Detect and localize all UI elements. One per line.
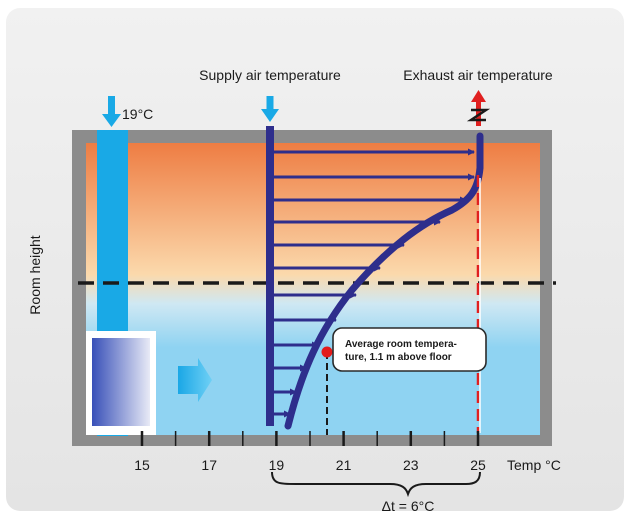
supply-temperature-arrow-icon	[261, 96, 279, 122]
axis-tick-label: 21	[336, 457, 352, 473]
average-temperature-callout	[332, 327, 487, 372]
temperature-profile-curve	[284, 132, 484, 430]
temperature-axis-label: Temp °C	[507, 457, 561, 473]
exhaust-air-temperature-label: Exhaust air temperature	[403, 67, 553, 83]
supply-flow-arrow-icon	[178, 358, 212, 402]
axis-tick-label: 25	[470, 457, 486, 473]
axis-tick-label: 19	[269, 457, 285, 473]
axis-tick-label: 17	[201, 457, 217, 473]
axis-tick-label: 15	[134, 457, 150, 473]
exhaust-damper-icon	[466, 108, 491, 122]
profile-arrows	[274, 148, 475, 418]
callout-line-1: Average room tempera-	[345, 339, 457, 350]
displacement-unit	[92, 338, 150, 426]
average-temperature-point	[321, 346, 333, 358]
axis-tick-label: 23	[403, 457, 419, 473]
callout-line-2: ture, 1.1 m above floor	[345, 352, 452, 363]
inlet-temperature-label: 19°C	[122, 106, 153, 122]
room-interior	[86, 143, 540, 435]
room-height-label: Room height	[27, 235, 43, 314]
delta-brace	[271, 471, 481, 498]
supply-temperature-bar	[266, 126, 274, 426]
supply-inlet-arrow-icon	[102, 96, 121, 127]
temperature-axis: 15 17 19 21 23 25	[134, 431, 486, 473]
supply-air-temperature-label: Supply air temperature	[199, 67, 341, 83]
delta-label: Δt = 6°C	[382, 498, 435, 514]
exhaust-arrow-icon	[471, 90, 486, 126]
